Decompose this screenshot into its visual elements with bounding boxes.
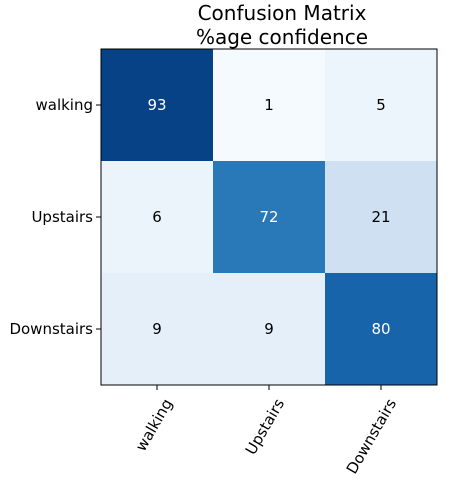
heatmap-value-label: 80 bbox=[371, 320, 390, 338]
y-axis-ticks: walking Upstairs Downstairs bbox=[9, 96, 101, 338]
heatmap-value-label: 9 bbox=[152, 320, 162, 338]
heatmap-cell bbox=[101, 273, 214, 386]
x-tick-label: Upstairs bbox=[242, 395, 288, 457]
x-axis-ticks: walking Upstairs Downstairs bbox=[132, 385, 400, 477]
heatmap-cell bbox=[101, 161, 214, 274]
heatmap-value-label: 93 bbox=[147, 96, 166, 114]
heatmap-cell bbox=[213, 273, 326, 386]
heatmap-cell bbox=[213, 49, 326, 162]
heatmap-value-label: 1 bbox=[264, 96, 274, 114]
plot-frame bbox=[100, 48, 438, 386]
heatmap-value-label: 72 bbox=[259, 208, 278, 226]
heatmap-cell bbox=[101, 49, 214, 162]
x-tick-label: Downstairs bbox=[343, 395, 400, 477]
heatmap-value-label: 9 bbox=[264, 320, 274, 338]
x-tick-label: walking bbox=[132, 396, 176, 455]
heatmap-value-label: 5 bbox=[376, 96, 386, 114]
chart-subtitle: %age confidence bbox=[196, 25, 368, 49]
heatmap-value-labels: 93 1 5 6 72 21 9 9 80 bbox=[147, 96, 390, 338]
heatmap-value-label: 6 bbox=[152, 208, 162, 226]
heatmap-cells bbox=[101, 49, 438, 386]
heatmap-cell bbox=[213, 161, 326, 274]
y-tick-label: walking bbox=[35, 96, 93, 114]
heatmap-cell bbox=[325, 161, 438, 274]
chart-title: Confusion Matrix bbox=[198, 1, 367, 25]
heatmap-cell bbox=[325, 273, 438, 386]
y-tick-label: Upstairs bbox=[31, 208, 93, 226]
heatmap-cell bbox=[325, 49, 438, 162]
heatmap-value-label: 21 bbox=[371, 208, 390, 226]
y-tick-label: Downstairs bbox=[9, 320, 93, 338]
